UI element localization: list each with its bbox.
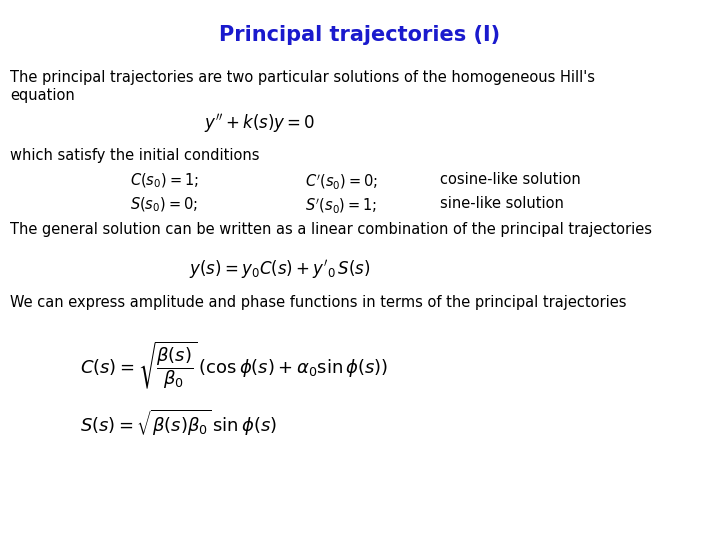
Text: $C(s_0) = 1;$: $C(s_0) = 1;$ (130, 172, 199, 191)
Text: $S(s) = \sqrt{\beta(s)\beta_0}\, \sin\phi(s)$: $S(s) = \sqrt{\beta(s)\beta_0}\, \sin\ph… (80, 408, 277, 438)
Text: cosine-like solution: cosine-like solution (440, 172, 581, 187)
Text: which satisfy the initial conditions: which satisfy the initial conditions (10, 148, 259, 163)
Text: $S'(s_0) = 1;$: $S'(s_0) = 1;$ (305, 196, 377, 215)
Text: $y(s) = y_0C(s) + y'_0\, S(s)$: $y(s) = y_0C(s) + y'_0\, S(s)$ (189, 258, 371, 281)
Text: $C(s) = \sqrt{\dfrac{\beta(s)}{\beta_0}}\,(\cos\phi(s) + \alpha_0 \sin\phi(s))$: $C(s) = \sqrt{\dfrac{\beta(s)}{\beta_0}}… (80, 340, 388, 392)
Text: equation: equation (10, 88, 75, 103)
Text: The general solution can be written as a linear combination of the principal tra: The general solution can be written as a… (10, 222, 652, 237)
Text: The principal trajectories are two particular solutions of the homogeneous Hill': The principal trajectories are two parti… (10, 70, 595, 85)
Text: Principal trajectories (I): Principal trajectories (I) (220, 25, 500, 45)
Text: $y''+k(s)y=0$: $y''+k(s)y=0$ (204, 112, 315, 135)
Text: sine-like solution: sine-like solution (440, 196, 564, 211)
Text: $C'(s_0) = 0;$: $C'(s_0) = 0;$ (305, 172, 378, 191)
Text: We can express amplitude and phase functions in terms of the principal trajector: We can express amplitude and phase funct… (10, 295, 626, 310)
Text: $S(s_0) = 0;$: $S(s_0) = 0;$ (130, 196, 198, 214)
